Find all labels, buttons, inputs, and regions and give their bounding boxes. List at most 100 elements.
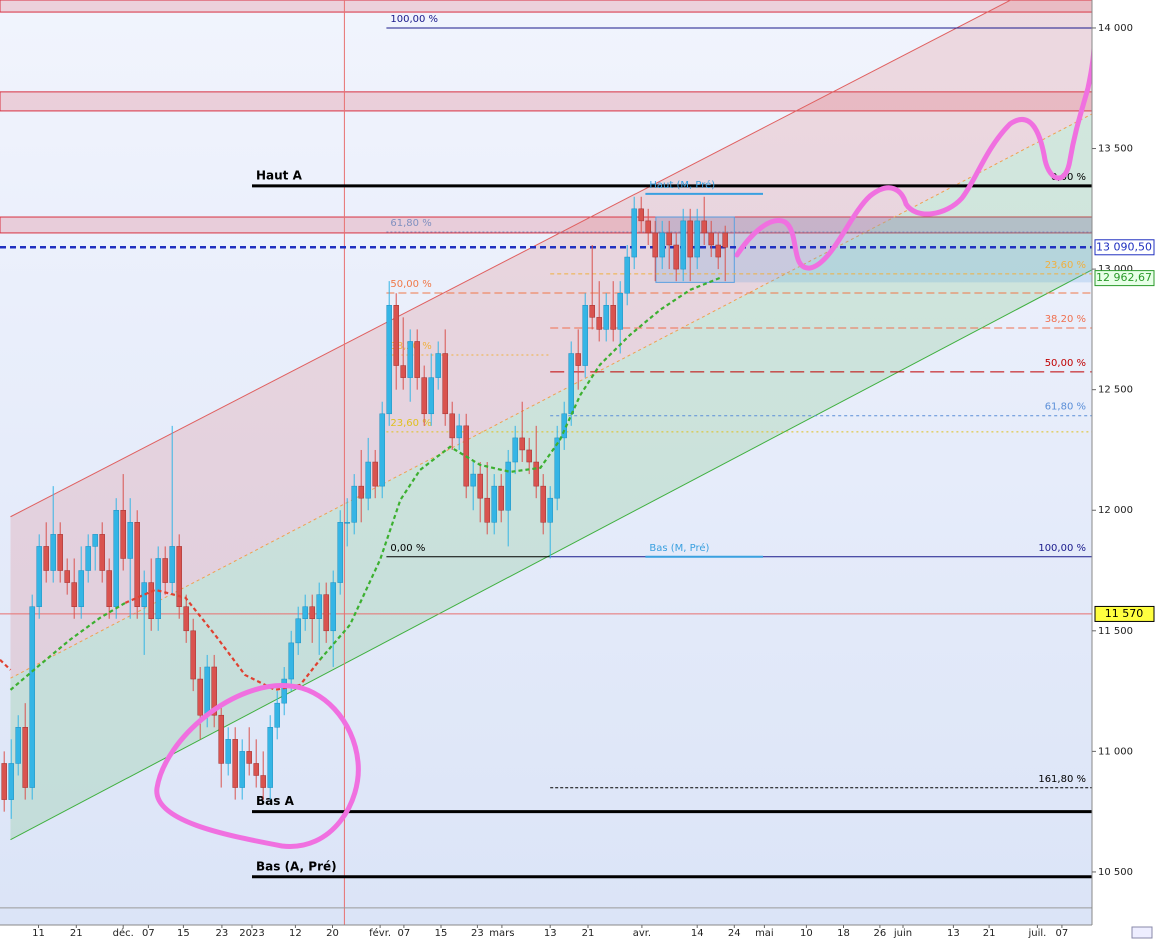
candle-body <box>470 473 476 487</box>
candle-body <box>330 582 336 632</box>
candle-body <box>218 714 224 764</box>
x-tick-label: 07 <box>142 928 155 939</box>
candle-body <box>400 365 406 378</box>
price-label: 11 570 <box>1105 607 1144 620</box>
candle-body <box>85 546 91 571</box>
y-tick-label: 12 500 <box>1098 385 1133 396</box>
candle-body <box>393 305 399 366</box>
candle-body <box>435 353 441 378</box>
candle-body <box>673 244 679 270</box>
candle-body <box>64 570 70 583</box>
level-label: 50,00 % <box>1045 358 1086 369</box>
candle-body <box>204 666 210 716</box>
candle-body <box>274 702 280 728</box>
x-tick-label: 18 <box>837 928 850 939</box>
candle-body <box>547 497 553 523</box>
candle-body <box>575 353 581 366</box>
candle-body <box>1 763 7 800</box>
candle-body <box>309 606 315 620</box>
candle-body <box>106 570 112 607</box>
candle-body <box>722 232 728 248</box>
candle-body <box>358 485 364 499</box>
x-tick-label: 13 <box>947 928 960 939</box>
candle-body <box>715 244 721 258</box>
x-tick-label: 23 <box>471 928 484 939</box>
level-label: Haut A <box>256 168 303 182</box>
candle-body <box>337 522 343 583</box>
candle-body <box>512 437 518 463</box>
x-tick-label: 07 <box>398 928 411 939</box>
candle-body <box>519 437 525 451</box>
candle-body <box>379 413 385 487</box>
candle-body <box>645 220 651 234</box>
candle-body <box>8 763 14 800</box>
hand-drawings <box>154 28 1092 849</box>
y-tick-label: 10 500 <box>1098 867 1133 878</box>
x-tick-label: 14 <box>691 928 704 939</box>
candle-body <box>155 558 161 620</box>
candle-body <box>29 606 35 788</box>
candle-body <box>127 522 133 559</box>
candle-body <box>652 232 658 258</box>
candle-body <box>596 317 602 330</box>
candle-body <box>708 232 714 246</box>
candle-body <box>414 341 420 378</box>
x-tick-label: déc. <box>113 927 134 939</box>
candle-body <box>407 341 413 378</box>
x-tick-label: 21 <box>983 928 996 939</box>
candle-body <box>78 570 84 607</box>
plot-area: 100,00 % 61,80 % 50,00 % 38,20 % 23,60 % 0,00… <box>0 0 1092 925</box>
y-tick-label: 12 000 <box>1098 505 1133 516</box>
candle-body <box>99 534 105 571</box>
channel-upper <box>10 0 1012 518</box>
scroll-button[interactable] <box>1131 926 1153 939</box>
candle-body <box>449 413 455 439</box>
level-label: 38,20 % <box>1045 314 1086 325</box>
y-tick-label: 11 500 <box>1098 626 1133 637</box>
level-label: 161,80 % <box>1038 774 1086 785</box>
y-tick-label: 11 000 <box>1098 746 1133 757</box>
candle-body <box>92 534 98 547</box>
x-tick-label: 15 <box>435 928 448 939</box>
channel-lower <box>10 269 1092 841</box>
level-label: 100,00 % <box>1038 543 1086 554</box>
level-label: Haut (M, Pré) <box>649 179 715 191</box>
level-label: Bas (M, Pré) <box>649 542 709 554</box>
candle-body <box>638 208 644 222</box>
candle-body <box>533 461 539 487</box>
x-tick-label: mai <box>755 928 774 939</box>
candle-body <box>302 606 308 620</box>
candle-body <box>554 437 560 499</box>
candle-body <box>617 292 623 330</box>
candle-body <box>190 630 196 680</box>
candle-body <box>225 739 231 764</box>
candle-body <box>442 353 448 415</box>
axes: 14 000 13 500 13 000 12 500 12 000 11 500 11 0… <box>32 23 1155 939</box>
candle-body <box>386 305 392 415</box>
x-tick-label: 23 <box>216 928 229 939</box>
candle-body <box>694 220 700 258</box>
candle-body <box>253 763 259 776</box>
x-tick-label: 20 <box>326 928 339 939</box>
level-label: 0,00 % <box>1051 172 1086 183</box>
candle-body <box>211 666 217 716</box>
candle-body <box>344 522 350 524</box>
candle-body <box>134 522 140 607</box>
candle-body <box>540 485 546 523</box>
level-label: Bas A <box>256 794 295 808</box>
candle-body <box>295 618 301 644</box>
price-label-box <box>1094 270 1155 287</box>
candle-body <box>113 509 119 607</box>
candle-body <box>57 534 63 571</box>
level-label: 23,60 % <box>1045 260 1086 271</box>
candle-body <box>687 220 693 258</box>
candle-body <box>183 606 189 632</box>
candle-body <box>50 534 56 571</box>
candle-body <box>568 353 574 415</box>
y-tick-label: 13 500 <box>1098 144 1133 155</box>
x-tick-label: 11 <box>32 928 45 939</box>
x-tick-label: 07 <box>1056 928 1069 939</box>
resistance-band <box>0 216 1092 234</box>
x-tick-label: mars <box>489 928 514 939</box>
